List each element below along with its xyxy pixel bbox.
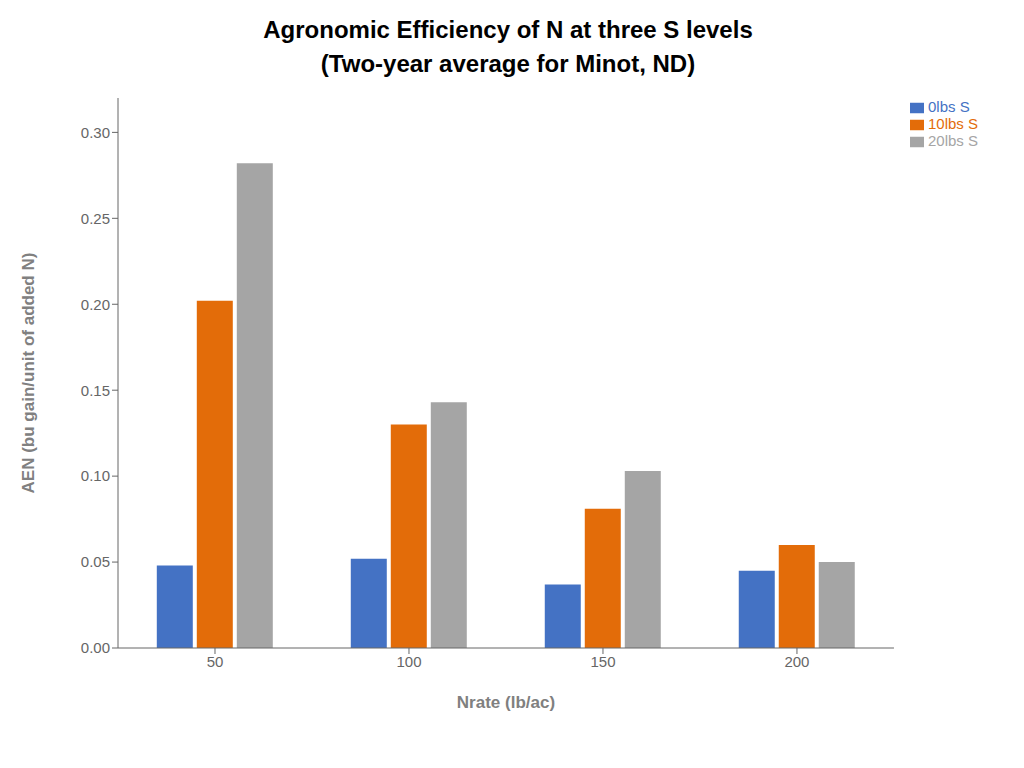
html-text:Agronomic Efficiency of N at t: Agronomic Efficiency of N at three S lev… [263, 16, 753, 43]
svg-text:150: 150 [590, 653, 615, 670]
svg-text:0.05: 0.05 [81, 553, 110, 570]
svg-text:0.10: 0.10 [81, 467, 110, 484]
svg-text:0.20: 0.20 [81, 296, 110, 313]
svg-text:50: 50 [207, 653, 224, 670]
svg-text:AEN (bu gain/unit of added N): AEN (bu gain/unit of added N) [19, 253, 38, 494]
svg-text:0.25: 0.25 [81, 210, 110, 227]
svg-text:0.15: 0.15 [81, 382, 110, 399]
html-text:20lbs S: 20lbs S [928, 132, 978, 150]
html-text:10lbs S: 10lbs S [928, 115, 978, 132]
html-text:0lbs S: 0lbs S [928, 98, 970, 115]
svg-text:0.00: 0.00 [81, 639, 110, 656]
svg-text:0.30: 0.30 [81, 124, 110, 141]
svg-text:100: 100 [396, 653, 421, 670]
svg-text:Nrate (lb/ac): Nrate (lb/ac) [457, 693, 555, 712]
svg-text:200: 200 [784, 653, 809, 670]
html-text:(Two-year average for Minot, N: (Two-year average for Minot, ND) [320, 50, 696, 77]
